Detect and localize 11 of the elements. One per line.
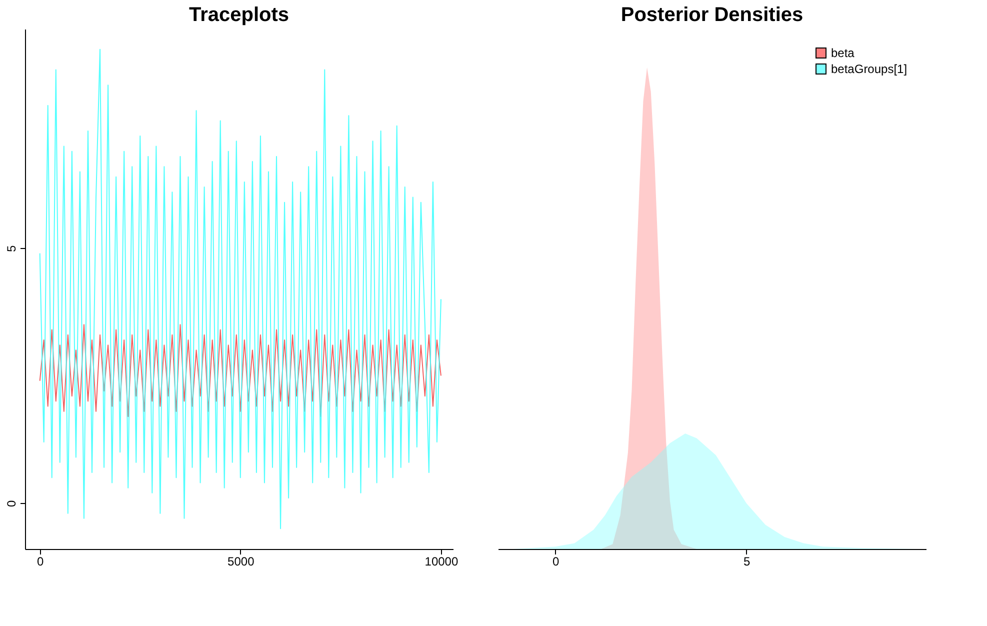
x-tick-label: 5000: [228, 554, 255, 568]
x-tick-label: 0: [37, 554, 44, 568]
x-tick-label: 0: [552, 554, 560, 568]
chart-title: Posterior Densities: [620, 4, 804, 26]
legend-label: beta: [831, 46, 855, 60]
chart-title: Traceplots: [188, 4, 290, 26]
line-series: [39, 48, 442, 530]
line-series: [39, 324, 442, 417]
x-tick-label: 5: [744, 554, 751, 568]
legend-label: betaGroups[1]: [831, 62, 908, 76]
x-tick-label: 10000: [424, 554, 458, 568]
